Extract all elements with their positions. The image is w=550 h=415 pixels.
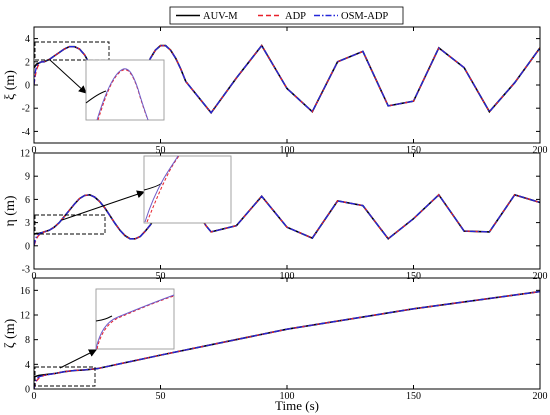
y-tick-label: 9 [25, 172, 30, 183]
inset-curve-adp [97, 69, 149, 121]
inset-curve-osm-adp [144, 155, 179, 223]
y-tick-label: 12 [20, 311, 30, 322]
y-tick-label: 2 [25, 57, 30, 68]
panel-zeta-zoom-annotation [34, 288, 175, 387]
series-line-osm-adp [34, 193, 540, 246]
series-line-auv-m [34, 193, 540, 240]
legend: AUV-M ADP OSM-ADP [169, 6, 404, 25]
x-tick-label: 100 [280, 391, 295, 402]
y-axis-label: ζ (m) [3, 318, 18, 348]
x-tick-label: 200 [533, 391, 548, 402]
inset-curve-adp [96, 295, 175, 350]
y-axis-label: ξ (m) [3, 70, 18, 100]
inset-curve-osm-adp [95, 294, 175, 350]
zoom-arrow [49, 59, 87, 94]
x-tick-label: 0 [32, 271, 37, 282]
x-tick-label: 200 [533, 145, 548, 156]
zoom-region-box [34, 366, 96, 387]
inset-box [95, 288, 175, 350]
inset-curve-auv-m [95, 315, 113, 322]
x-tick-label: 50 [156, 271, 166, 282]
series-line-adp [34, 290, 540, 389]
y-tick-label: -4 [22, 127, 30, 138]
x-tick-label: 100 [280, 145, 295, 156]
inset-box [143, 155, 232, 224]
inset-curve-auv-m [85, 90, 107, 104]
y-tick-label: 3 [25, 218, 30, 229]
y-tick-label: 12 [20, 149, 30, 160]
zoom-region-box [34, 214, 106, 235]
y-tick-label: -2 [22, 104, 30, 115]
legend-box [169, 6, 404, 25]
zoom-arrow [61, 190, 145, 221]
y-tick-label: 16 [20, 286, 30, 297]
y-tick-label: 0 [25, 385, 30, 396]
y-tick-label: 4 [25, 360, 30, 371]
x-tick-label: 150 [406, 271, 421, 282]
legend-label-osm-adp: OSM-ADP [341, 11, 388, 22]
x-tick-label: 0 [32, 145, 37, 156]
inset-plot [85, 59, 165, 121]
panel-xi-zoom-annotation [34, 41, 165, 121]
legend-label-auv-m: AUV-M [203, 11, 238, 22]
zoom-region-box [34, 41, 110, 61]
series-line-adp [34, 193, 540, 247]
inset-plot [143, 155, 232, 224]
x-axis-label: Time (s) [275, 398, 319, 413]
series-group [34, 290, 540, 389]
series-group [34, 193, 540, 247]
y-tick-label: -3 [22, 265, 30, 276]
x-tick-label: 100 [280, 271, 295, 282]
y-tick-label: 0 [25, 81, 30, 92]
x-tick-label: 150 [406, 145, 421, 156]
panel-eta-zoom-annotation [34, 155, 232, 235]
legend-label-adp: ADP [285, 11, 306, 22]
y-tick-label: 6 [25, 195, 30, 206]
zoom-arrow [59, 349, 97, 369]
y-axis-label: η (m) [3, 195, 18, 226]
x-tick-label: 150 [406, 391, 421, 402]
y-tick-label: 8 [25, 335, 30, 346]
inset-curve-osm-adp [96, 68, 149, 121]
y-tick-label: 4 [25, 34, 30, 45]
x-tick-label: 50 [156, 391, 166, 402]
x-tick-label: 50 [156, 145, 166, 156]
inset-curve-adp [146, 155, 180, 223]
inset-plot [95, 288, 175, 350]
panel-2: 0 50 100 150 200 0 4 8 12 16 ζ (m) [3, 277, 548, 402]
y-tick-label: 0 [25, 241, 30, 252]
x-tick-label: 0 [32, 391, 37, 402]
inset-box [85, 59, 165, 121]
plot-frame [33, 152, 541, 270]
series-line-osm-adp [34, 290, 540, 389]
x-tick-label: 200 [533, 271, 548, 282]
